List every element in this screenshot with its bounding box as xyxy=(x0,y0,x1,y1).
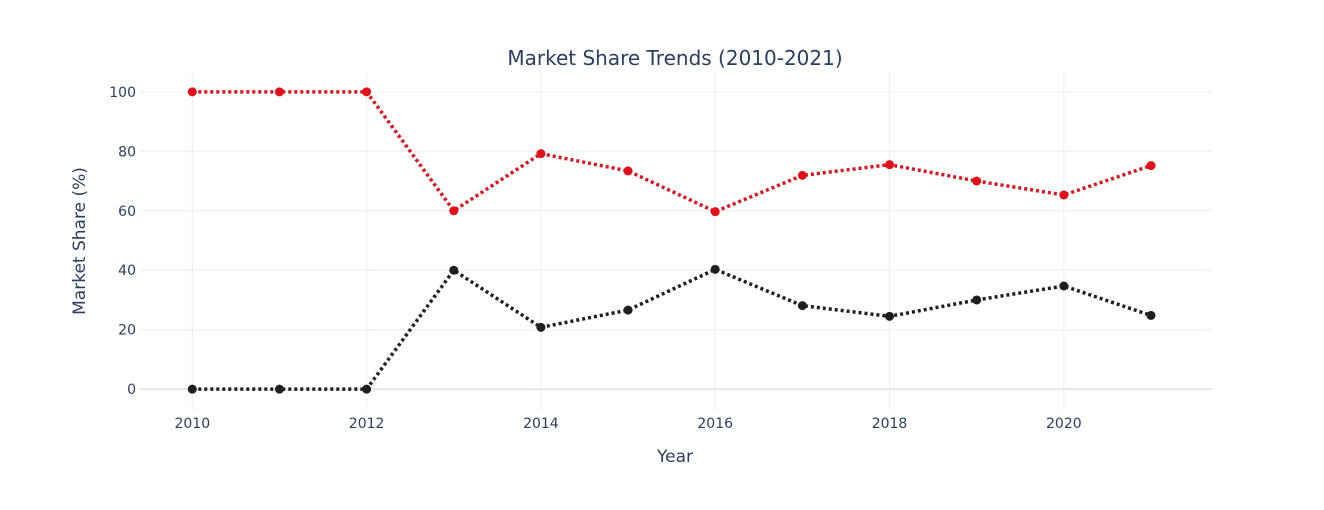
data-point xyxy=(187,87,197,97)
y-axis-title: Market Share (%) xyxy=(70,167,90,315)
data-point xyxy=(449,206,459,216)
x-tick-label: 2018 xyxy=(872,416,908,432)
y-tick-label: 60 xyxy=(118,204,136,220)
y-tick-label: 20 xyxy=(118,323,136,339)
data-point xyxy=(972,295,982,305)
data-point xyxy=(536,149,546,159)
x-tick-label: 2014 xyxy=(523,416,559,432)
chart-title: Market Share Trends (2010-2021) xyxy=(507,46,842,70)
data-point xyxy=(362,87,372,97)
data-point xyxy=(623,305,633,315)
data-point xyxy=(797,170,807,180)
data-point xyxy=(1059,281,1069,291)
data-point xyxy=(187,384,197,394)
data-point xyxy=(449,265,459,275)
x-axis-title: Year xyxy=(656,447,693,467)
x-tick-label: 2010 xyxy=(174,416,210,432)
x-tick-label: 2020 xyxy=(1046,416,1082,432)
data-point xyxy=(536,322,546,332)
data-point xyxy=(797,301,807,311)
data-point xyxy=(972,176,982,186)
y-tick-label: 80 xyxy=(118,144,136,160)
series-1 xyxy=(187,87,1156,217)
y-tick-label: 0 xyxy=(127,382,136,398)
y-axis-ticks: 0 20 40 60 80 100 xyxy=(109,85,136,398)
data-point xyxy=(710,264,720,274)
series-layer xyxy=(187,87,1156,394)
data-point xyxy=(362,384,372,394)
series-line xyxy=(192,90,1152,214)
data-point xyxy=(623,166,633,176)
data-point xyxy=(274,384,284,394)
x-tick-label: 2012 xyxy=(349,416,385,432)
series-line xyxy=(192,267,1152,391)
data-point xyxy=(274,87,284,97)
data-point xyxy=(885,311,895,321)
y-tick-label: 100 xyxy=(109,85,136,101)
y-tick-label: 40 xyxy=(118,263,136,279)
data-point xyxy=(1146,161,1156,171)
data-point xyxy=(1146,310,1156,320)
series-2 xyxy=(187,264,1156,394)
x-axis-ticks: 2010 2012 2014 2016 2018 2020 xyxy=(174,416,1081,432)
data-point xyxy=(1059,190,1069,200)
x-tick-label: 2016 xyxy=(697,416,733,432)
data-point xyxy=(710,207,720,217)
data-point xyxy=(885,160,895,170)
